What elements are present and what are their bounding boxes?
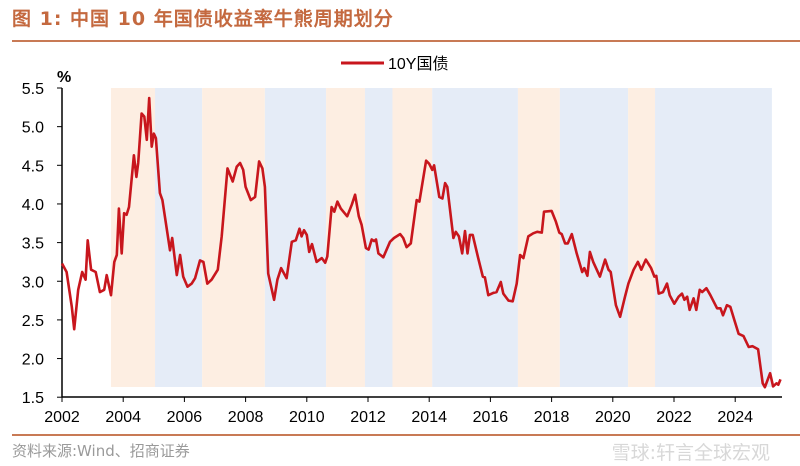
- x-tick-label: 2016: [473, 409, 509, 426]
- y-tick-label: 4.5: [22, 158, 44, 175]
- y-tick-label: 3.0: [22, 274, 44, 291]
- y-tick-label: 5.0: [22, 120, 44, 137]
- x-tick-label: 2004: [105, 409, 141, 426]
- bear-market-band: [364, 88, 393, 387]
- x-tick-label: 2012: [350, 409, 386, 426]
- y-tick-label: 1.5: [22, 390, 44, 407]
- cycle-bands: [110, 88, 772, 387]
- bull-market-band: [517, 88, 560, 387]
- x-tick-label: 2006: [167, 409, 203, 426]
- x-tick-label: 2018: [534, 409, 570, 426]
- bull-market-band: [628, 88, 656, 387]
- y-tick-label: 2.0: [22, 352, 44, 369]
- bear-market-band: [655, 88, 772, 387]
- x-tick-label: 2020: [595, 409, 631, 426]
- x-tick-label: 2022: [656, 409, 692, 426]
- figure-title: 图 1: 中国 10 年国债收益率牛熊周期划分: [12, 8, 394, 30]
- series-line-10y: [60, 96, 782, 389]
- bull-market-band: [326, 88, 365, 387]
- y-tick-label: 3.5: [22, 236, 44, 253]
- bear-market-band: [155, 88, 203, 387]
- series-layer: [60, 96, 782, 389]
- y-tick-label: 4.0: [22, 197, 44, 214]
- footer-divider: [12, 434, 800, 436]
- bull-market-band: [202, 88, 265, 387]
- x-tick-label: 2002: [44, 409, 80, 426]
- watermark: 雪球:轩言全球宏观: [611, 442, 770, 464]
- x-tick-label: 2008: [228, 409, 264, 426]
- y-tick-label: 2.5: [22, 313, 44, 330]
- legend-label-10y: 10Y国债: [388, 55, 448, 73]
- x-tick-label: 2024: [717, 409, 753, 426]
- x-tick-label: 2014: [411, 409, 447, 426]
- title-divider: [12, 40, 800, 42]
- bear-market-band: [432, 88, 518, 387]
- source-note: 资料来源:Wind、招商证券: [12, 442, 190, 460]
- y-axis-label: %: [57, 69, 71, 86]
- legend: 10Y国债: [341, 55, 448, 73]
- x-tick-label: 2010: [289, 409, 325, 426]
- y-tick-label: 5.5: [22, 81, 44, 98]
